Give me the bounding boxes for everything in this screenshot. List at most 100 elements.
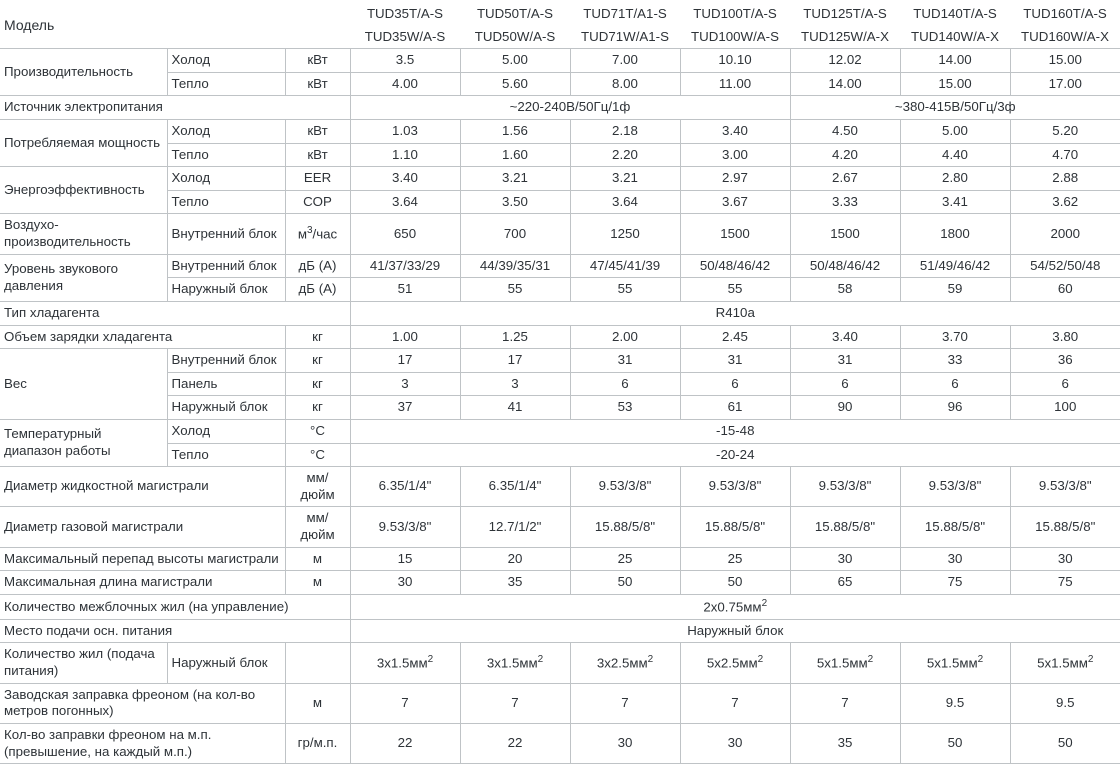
- row-9-val-5: 59: [900, 278, 1010, 302]
- row-4-val-4: 4.20: [790, 143, 900, 167]
- row-5-val-4: 2.67: [790, 167, 900, 191]
- row-1-val-2: 8.00: [570, 72, 680, 96]
- row-3: Потребляемая мощностьХолодкВт1.031.562.1…: [0, 120, 1120, 144]
- row-1-val-3: 11.00: [680, 72, 790, 96]
- row-8-val-2: 47/45/41/39: [570, 254, 680, 278]
- row-16: Тепло°С-20-24: [0, 443, 1120, 467]
- row-24-val-0: 7: [350, 683, 460, 723]
- row-18-val-1: 12.7/1/2": [460, 507, 570, 547]
- row-2: Источник электропитания~220-240В/50Гц/1ф…: [0, 96, 1120, 120]
- row-4-unit: кВт: [285, 143, 350, 167]
- row-4-val-5: 4.40: [900, 143, 1010, 167]
- row-9-sub: Наружный блок: [167, 278, 285, 302]
- row-18-val-5: 15.88/5/8": [900, 507, 1010, 547]
- row-20-val-2: 50: [570, 571, 680, 595]
- header-label: Модель: [0, 0, 350, 49]
- row-23-val-0: 3x1.5мм2: [350, 643, 460, 683]
- row-4: ТеплокВт1.101.602.203.004.204.404.70: [0, 143, 1120, 167]
- row-11-val-6: 3.80: [1010, 325, 1120, 349]
- row-16-unit: °С: [285, 443, 350, 467]
- row-4-val-1: 1.60: [460, 143, 570, 167]
- row-21: Количество межблочных жил (на управление…: [0, 594, 1120, 619]
- row-6-val-0: 3.64: [350, 190, 460, 214]
- row-15-full: -15-48: [350, 419, 1120, 443]
- row-12-sub: Внутренний блок: [167, 349, 285, 373]
- row-14-unit: кг: [285, 396, 350, 420]
- row-14-val-6: 100: [1010, 396, 1120, 420]
- row-5-val-0: 3.40: [350, 167, 460, 191]
- model-col-6-line2: TUD160W/A-X: [1010, 26, 1120, 49]
- row-11-unit: кг: [285, 325, 350, 349]
- row-13-unit: кг: [285, 372, 350, 396]
- row-14-val-3: 61: [680, 396, 790, 420]
- row-5-val-3: 2.97: [680, 167, 790, 191]
- row-18-val-3: 15.88/5/8": [680, 507, 790, 547]
- row-24-val-1: 7: [460, 683, 570, 723]
- row-0-val-3: 10.10: [680, 49, 790, 73]
- row-4-sub: Тепло: [167, 143, 285, 167]
- row-0-val-5: 14.00: [900, 49, 1010, 73]
- row-22-full: Наружный блок: [350, 619, 1120, 643]
- row-4-val-3: 3.00: [680, 143, 790, 167]
- row-13-val-1: 3: [460, 372, 570, 396]
- row-19-val-4: 30: [790, 547, 900, 571]
- row-6-val-6: 3.62: [1010, 190, 1120, 214]
- row-1-sub: Тепло: [167, 72, 285, 96]
- row-5-val-5: 2.80: [900, 167, 1010, 191]
- row-18-label: Диаметр газовой магистрали: [0, 507, 285, 547]
- row-13-val-3: 6: [680, 372, 790, 396]
- row-22: Место подачи осн. питанияНаружный блок: [0, 619, 1120, 643]
- row-21-full: 2x0.75мм2: [350, 594, 1120, 619]
- row-21-label: Количество межблочных жил (на управление…: [0, 594, 350, 619]
- row-9-val-1: 55: [460, 278, 570, 302]
- row-24-label: Заводская заправка фреоном (на кол-во ме…: [0, 683, 285, 723]
- row-0-val-2: 7.00: [570, 49, 680, 73]
- row-8-val-6: 54/52/50/48: [1010, 254, 1120, 278]
- row-12-val-2: 31: [570, 349, 680, 373]
- model-col-5-line2: TUD140W/A-X: [900, 26, 1010, 49]
- row-19-val-6: 30: [1010, 547, 1120, 571]
- row-3-val-6: 5.20: [1010, 120, 1120, 144]
- row-22-label: Место подачи осн. питания: [0, 619, 350, 643]
- row-19: Максимальный перепад высоты магистралим1…: [0, 547, 1120, 571]
- model-col-1-line2: TUD50W/A-S: [460, 26, 570, 49]
- row-6-val-5: 3.41: [900, 190, 1010, 214]
- model-col-4-line1: TUD125T/A-S: [790, 0, 900, 26]
- row-15: Температурный диапазон работыХолод°С-15-…: [0, 419, 1120, 443]
- row-19-unit: м: [285, 547, 350, 571]
- row-6: ТеплоCOP3.643.503.643.673.333.413.62: [0, 190, 1120, 214]
- row-23-val-3: 5x2.5мм2: [680, 643, 790, 683]
- row-8-label: Уровень звукового давления: [0, 254, 167, 301]
- row-18-val-4: 15.88/5/8": [790, 507, 900, 547]
- row-7-val-1: 700: [460, 214, 570, 254]
- row-7-unit: м3/час: [285, 214, 350, 254]
- row-17-val-3: 9.53/3/8": [680, 467, 790, 507]
- model-col-0-line1: TUD35T/A-S: [350, 0, 460, 26]
- row-3-val-3: 3.40: [680, 120, 790, 144]
- row-14-val-4: 90: [790, 396, 900, 420]
- row-9-val-0: 51: [350, 278, 460, 302]
- row-0-val-6: 15.00: [1010, 49, 1120, 73]
- row-12-label: Вес: [0, 349, 167, 420]
- row-12-val-4: 31: [790, 349, 900, 373]
- row-6-val-3: 3.67: [680, 190, 790, 214]
- row-7-val-6: 2000: [1010, 214, 1120, 254]
- row-13-val-5: 6: [900, 372, 1010, 396]
- row-20-val-5: 75: [900, 571, 1010, 595]
- row-13: Панелькг3366666: [0, 372, 1120, 396]
- row-10-label: Тип хладагента: [0, 301, 350, 325]
- row-3-label: Потребляемая мощность: [0, 120, 167, 167]
- row-8: Уровень звукового давленияВнутренний бло…: [0, 254, 1120, 278]
- row-0-val-1: 5.00: [460, 49, 570, 73]
- row-19-val-1: 20: [460, 547, 570, 571]
- row-6-unit: COP: [285, 190, 350, 214]
- row-23-label: Количество жил (подача питания): [0, 643, 167, 683]
- row-17-val-0: 6.35/1/4": [350, 467, 460, 507]
- row-14-val-1: 41: [460, 396, 570, 420]
- row-18-unit: мм/дюйм: [285, 507, 350, 547]
- row-0-unit: кВт: [285, 49, 350, 73]
- row-24-val-5: 9.5: [900, 683, 1010, 723]
- row-17-label: Диаметр жидкостной магистрали: [0, 467, 285, 507]
- row-6-val-2: 3.64: [570, 190, 680, 214]
- row-11-val-3: 2.45: [680, 325, 790, 349]
